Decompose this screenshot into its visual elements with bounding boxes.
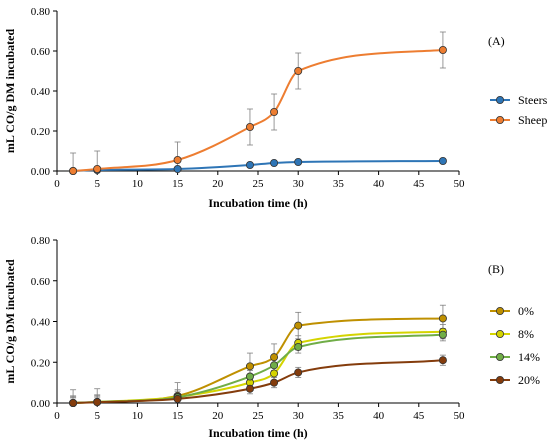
legend-swatch-marker xyxy=(495,96,504,105)
y-tick-label: 0.20 xyxy=(31,126,51,138)
data-point xyxy=(438,156,447,165)
x-tick-label: 45 xyxy=(413,178,425,190)
x-tick-label: 10 xyxy=(132,178,144,190)
y-tick-label: 0.00 xyxy=(31,398,51,410)
data-point xyxy=(438,330,447,339)
legend-label: 0% xyxy=(518,304,534,318)
data-point xyxy=(69,166,78,175)
chart-panel-a: 0 5 10 15 20 25 30 35 40 45 50 0.00 0.20 0.40 0.60 0.80… xyxy=(3,6,548,210)
data-point xyxy=(245,123,254,132)
legend-item: Sheep xyxy=(490,113,547,127)
y-tick-label: 0.40 xyxy=(31,86,51,98)
x-tick-label: 30 xyxy=(293,178,305,190)
data-point xyxy=(438,314,447,323)
legend-item: 8% xyxy=(490,327,534,341)
panel-label: (B) xyxy=(488,262,504,276)
x-tick-label: 15 xyxy=(172,178,184,190)
data-point xyxy=(245,372,254,381)
y-tick-label: 0.60 xyxy=(31,276,51,288)
legend-item: 0% xyxy=(490,304,534,318)
legend-item: Steers xyxy=(490,93,548,107)
x-tick-label: 5 xyxy=(94,410,100,422)
y-tick-label: 0.80 xyxy=(31,235,51,247)
series-line-sheep xyxy=(72,49,443,172)
series-line-8pct xyxy=(73,330,443,404)
data-point xyxy=(173,394,182,403)
y-tick-label: 0.20 xyxy=(31,357,51,369)
x-tick-label: 40 xyxy=(373,410,385,422)
legend-label: Steers xyxy=(518,93,548,107)
x-tick-label: 35 xyxy=(333,178,345,190)
panel-label: (A) xyxy=(488,34,505,48)
data-point xyxy=(270,158,279,167)
y-axis-title: mL CO/g DM incubated xyxy=(3,29,17,154)
x-tick-label: 25 xyxy=(253,410,265,422)
legend-item: 20% xyxy=(490,373,540,387)
data-point xyxy=(270,378,279,387)
legend-swatch-marker xyxy=(495,116,504,125)
x-tick-label: 20 xyxy=(212,178,224,190)
legend-label: 14% xyxy=(518,350,540,364)
data-point xyxy=(294,342,303,351)
legend-label: 20% xyxy=(518,373,540,387)
data-point xyxy=(270,108,279,117)
data-point xyxy=(294,368,303,377)
data-point xyxy=(438,46,447,55)
legend-label: Sheep xyxy=(518,113,547,127)
x-tick-label: 30 xyxy=(293,410,305,422)
y-axis-title: mL CO/g DM incubated xyxy=(3,259,17,384)
legend-label: 8% xyxy=(518,327,534,341)
x-tick-label: 10 xyxy=(132,410,144,422)
data-point xyxy=(438,356,447,365)
y-tick-label: 0.00 xyxy=(31,166,51,178)
data-point xyxy=(245,384,254,393)
x-tick-label: 35 xyxy=(333,410,345,422)
x-tick-label: 0 xyxy=(54,178,60,190)
legend-swatch-marker xyxy=(495,352,504,361)
series-line-0pct xyxy=(73,317,443,404)
x-tick-label: 45 xyxy=(413,410,425,422)
data-point xyxy=(270,361,279,370)
data-point xyxy=(270,369,279,378)
x-tick-label: 0 xyxy=(54,410,60,422)
x-tick-label: 5 xyxy=(94,178,100,190)
x-axis-title: Incubation time (h) xyxy=(208,426,307,440)
data-point xyxy=(93,398,102,407)
legend-swatch-marker xyxy=(495,329,504,338)
x-tick-label: 25 xyxy=(253,178,265,190)
data-point xyxy=(294,321,303,330)
legend-item: 14% xyxy=(490,350,540,364)
data-point xyxy=(294,67,303,76)
data-point xyxy=(173,155,182,164)
y-tick-label: 0.80 xyxy=(31,6,51,18)
data-point xyxy=(245,160,254,169)
data-point xyxy=(294,157,303,166)
chart-panel-b: 0 5 10 15 20 25 30 35 40 45 50 0.00 0.20 0.40 0.60 0.80… xyxy=(3,235,540,440)
data-point xyxy=(270,353,279,362)
x-tick-label: 50 xyxy=(454,178,466,190)
y-tick-label: 0.40 xyxy=(31,317,51,329)
series-line-14pct xyxy=(73,333,443,404)
data-point xyxy=(93,164,102,173)
data-point xyxy=(245,362,254,371)
x-tick-label: 15 xyxy=(172,410,184,422)
x-tick-label: 40 xyxy=(373,178,385,190)
x-tick-label: 20 xyxy=(212,410,224,422)
data-point xyxy=(69,398,78,407)
x-tick-label: 50 xyxy=(454,410,466,422)
legend-swatch-marker xyxy=(495,306,504,315)
legend-swatch-marker xyxy=(495,375,504,384)
x-axis-title: Incubation time (h) xyxy=(208,196,307,210)
data-point xyxy=(173,164,182,173)
y-tick-label: 0.60 xyxy=(31,46,51,58)
